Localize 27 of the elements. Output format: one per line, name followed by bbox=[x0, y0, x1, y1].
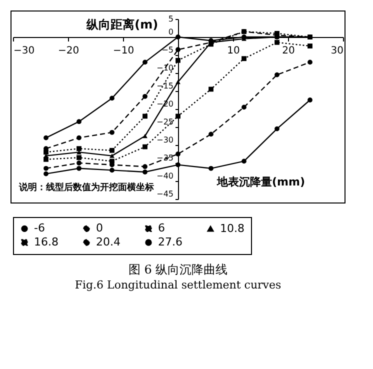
y-tick-label: 0 bbox=[168, 28, 174, 36]
x-axis-title: 纵向距离(m) bbox=[86, 18, 158, 32]
text: 图 6 纵向沉降曲线 bbox=[128, 262, 228, 276]
y-tick-label: −25 bbox=[156, 118, 174, 126]
x-tick-label: 10 bbox=[227, 46, 240, 56]
x-tick-label: −20 bbox=[58, 46, 80, 56]
legend-label: 27.6 bbox=[158, 236, 182, 248]
annotation: 说明：线型后数值为开挖面横坐标 bbox=[18, 182, 154, 193]
legend-label: -6 bbox=[34, 222, 45, 235]
legend-label: 16.8 bbox=[34, 236, 58, 248]
x-tick-label: −10 bbox=[112, 46, 134, 56]
y-tick-label: −15 bbox=[156, 82, 174, 90]
legend-label: 10.8 bbox=[220, 222, 244, 235]
y-tick-label: −35 bbox=[156, 154, 174, 162]
x-tick-label: 30 bbox=[330, 46, 344, 56]
text: Fig.6 Longitudinal settlement curves bbox=[74, 278, 282, 292]
x-tick-label: −30 bbox=[14, 46, 35, 56]
legend-label: 0 bbox=[96, 222, 103, 235]
y-tick-label: 5 bbox=[168, 14, 174, 24]
y-tick-label: −45 bbox=[156, 190, 174, 198]
y-tick-label: −30 bbox=[156, 136, 174, 144]
y-axis-title: 地表沉降量(mm) bbox=[216, 176, 305, 188]
y-tick-label: −40 bbox=[156, 172, 174, 180]
legend-label: 6 bbox=[158, 222, 165, 235]
legend-label: 20.4 bbox=[96, 236, 120, 248]
x-tick-label: 20 bbox=[282, 46, 295, 56]
y-tick-label: −5 bbox=[162, 46, 174, 54]
